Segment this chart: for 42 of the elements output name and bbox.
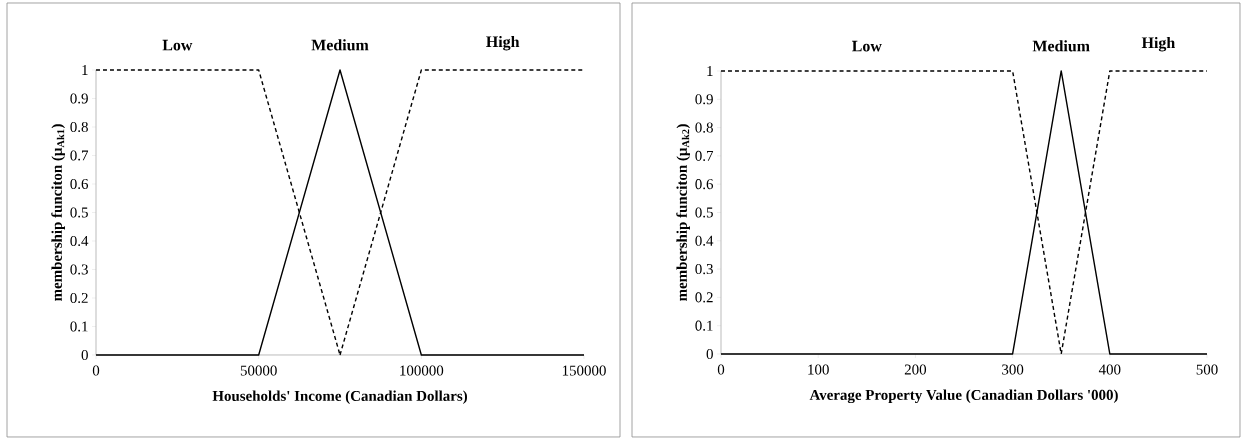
x-tick-label: 500 [1196, 364, 1218, 375]
y-tick-label: 0.6 [695, 179, 714, 190]
y-tick-label: 0 [81, 349, 88, 361]
y-tick-label: 0.3 [70, 264, 88, 275]
y-tick-label: 0.8 [70, 121, 88, 133]
series-label: High [486, 35, 520, 51]
y-tick-label: 0.4 [70, 235, 89, 247]
y-tick-label: 0.9 [70, 93, 88, 104]
x-tick-label: 200 [904, 364, 927, 375]
y-axis-title: membership funciton (μ$_{Ak2}$) [676, 124, 690, 301]
x-tick-label: 150000 [562, 365, 606, 376]
series-label: Low [852, 40, 882, 52]
y-tick-label: 0.7 [70, 150, 89, 161]
series-label: High [1141, 36, 1175, 52]
y-tick-label: 0.7 [695, 150, 714, 161]
y-tick-label: 1 [82, 65, 88, 75]
y-tick-label: 0.2 [695, 292, 713, 303]
y-tick-label: 1 [707, 66, 713, 76]
y-tick-label: 0.1 [695, 320, 713, 331]
y-axis-title: membership funciton (μ$_{Ak1}$) [51, 124, 65, 301]
y-tick-label: 0.9 [695, 94, 713, 105]
series-label: Medium [311, 39, 369, 51]
y-tick-label: 0.5 [70, 207, 88, 218]
y-tick-label: 0.8 [695, 122, 713, 133]
x-tick-label: 100000 [400, 365, 444, 376]
y-tick-label: 0.6 [70, 178, 89, 190]
y-tick-label: 0.2 [70, 292, 88, 304]
y-tick-label: 0.4 [695, 235, 714, 246]
x-tick-label: 0 [717, 364, 725, 375]
x-tick-label: 100 [808, 364, 829, 375]
y-tick-label: 0 [706, 348, 713, 360]
x-tick-label: 400 [1098, 364, 1121, 375]
y-tick-label: 0.5 [695, 207, 713, 218]
x-tick-label: 0 [92, 365, 100, 376]
series-label: Low [162, 39, 193, 51]
x-tick-label: 300 [1002, 364, 1024, 375]
x-axis-title: Average Property Value (Canadian Dollars '000) [809, 389, 1118, 404]
y-tick-label: 0.3 [695, 264, 713, 275]
series-label: Medium [1032, 40, 1090, 52]
y-tick-label: 0.1 [70, 321, 88, 332]
x-axis-title: Households' Income (Canadian Dollars) [212, 390, 467, 404]
x-tick-label: 50000 [240, 365, 277, 376]
